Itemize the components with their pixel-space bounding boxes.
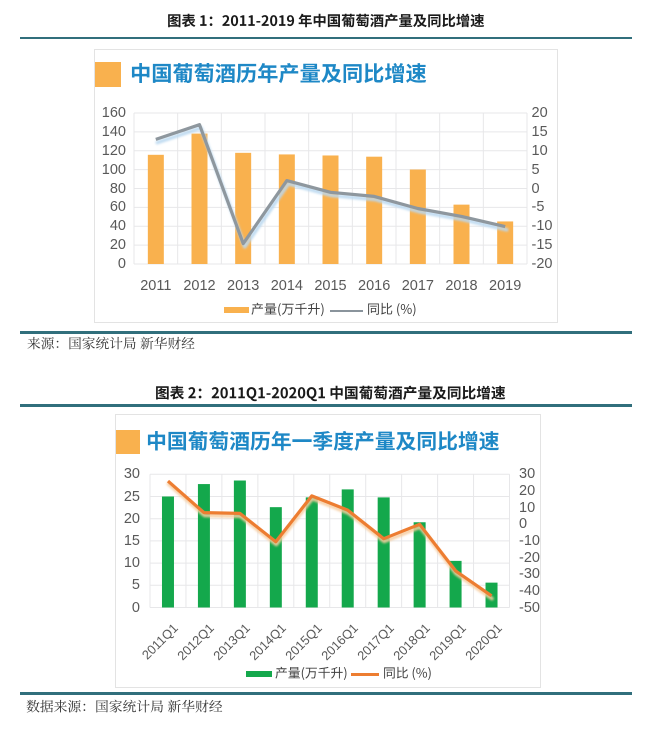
chart1-category-label: 2014 [270,277,303,294]
chart2-left-tick: 25 [123,488,140,505]
chart2-right-tick: 20 [519,482,536,499]
chart1-right-tick: 15 [531,123,548,140]
chart1-right-tick: -20 [531,256,553,272]
chart2-right-tick: -10 [519,532,540,549]
chart1-left-tick: 60 [109,199,126,216]
chart1-left-tick: 100 [101,161,126,178]
figure2-caption-glyphs [155,385,505,402]
chart1-left-tick: 40 [109,218,126,235]
chart1-left-tick: 160 [101,105,126,121]
figure2-source-glyphs [26,699,223,713]
chart1-left-tick: 20 [109,237,126,254]
chart2-left-tick: 30 [123,466,140,483]
chart1-category-label: 2012 [183,277,216,294]
chart2-legend-bar-label-glyphs [275,667,347,681]
chart1-right-tick: 5 [531,161,540,178]
figure1-source-glyphs [27,336,195,350]
chart1-legend-line-label: 同比 (%) [367,302,419,317]
chart1-right-tick: 10 [531,142,548,159]
chart1-legend-bar-label-glyphs [251,303,324,317]
chart2-left-tick: 0 [131,599,140,616]
divider-above-figure1-source [20,331,632,334]
chart1-right-tick: -10 [531,218,553,235]
figure2-source: 数据来源：国家统计局 新华财经 [26,699,225,715]
chart2-image [115,413,541,688]
figure2-caption: 图表 2：2011Q1-2020Q1 中国葡萄酒产量及同比增速 [155,385,508,402]
chart2-right-tick: -50 [519,599,540,616]
chart2-left-tick: 5 [131,577,140,594]
chart2-legend-line-swatch [351,672,379,676]
chart2-legend-line-label-glyphs [384,667,431,681]
chart2-right-tick: -40 [519,582,540,599]
chart2-legend-line-label: 同比 (%) [383,666,434,681]
chart1-legend-line-label-glyphs [368,303,416,317]
divider-above-figure2-source [20,692,632,695]
divider-under-figure2-caption [20,404,632,407]
chart1-right-tick: -15 [531,237,553,254]
chart2-legend-bar-label: 产量(万千升) [275,666,350,681]
figure1-source: 来源：国家统计局 新华财经 [27,336,197,352]
chart1-left-tick: 0 [117,256,126,272]
chart1-left-tick: 120 [101,142,126,159]
chart1-right-tick: 0 [531,180,540,197]
chart1-legend-bar-label: 产量(万千升) [251,302,327,317]
chart1-legend-bar-swatch [224,306,249,314]
chart1-category-label: 2017 [401,277,434,294]
divider-under-figure1-caption [20,36,632,40]
chart1-left-tick: 140 [101,123,126,140]
chart1-legend-line-swatch [330,309,363,313]
chart2-right-tick: -30 [519,566,540,583]
chart2-right-tick: 10 [519,499,536,516]
chart2-right-tick: 0 [519,516,528,533]
chart2-left-tick: 15 [123,532,140,549]
chart1-category-label: 2011 [140,277,172,294]
chart2-left-tick: 20 [123,510,140,527]
chart1-title-bullet [95,62,121,87]
chart2-left-tick: 10 [123,555,140,572]
chart1-right-tick: -5 [531,199,545,216]
chart2-title-bullet [116,429,140,454]
chart1-category-label: 2016 [358,277,391,294]
chart1-category-label: 2015 [314,277,347,294]
chart1-left-tick: 80 [109,180,126,197]
chart1-category-label: 2019 [489,277,522,294]
chart2-legend-bar-swatch [246,670,272,678]
chart2-right-tick: -20 [519,549,540,566]
chart1-right-tick: 20 [531,105,548,121]
chart2-right-tick: 30 [519,466,536,483]
chart1-category-label: 2013 [227,277,260,294]
chart1-category-label: 2018 [445,277,478,294]
chart2-category-label: 2020Q1 [462,620,505,664]
